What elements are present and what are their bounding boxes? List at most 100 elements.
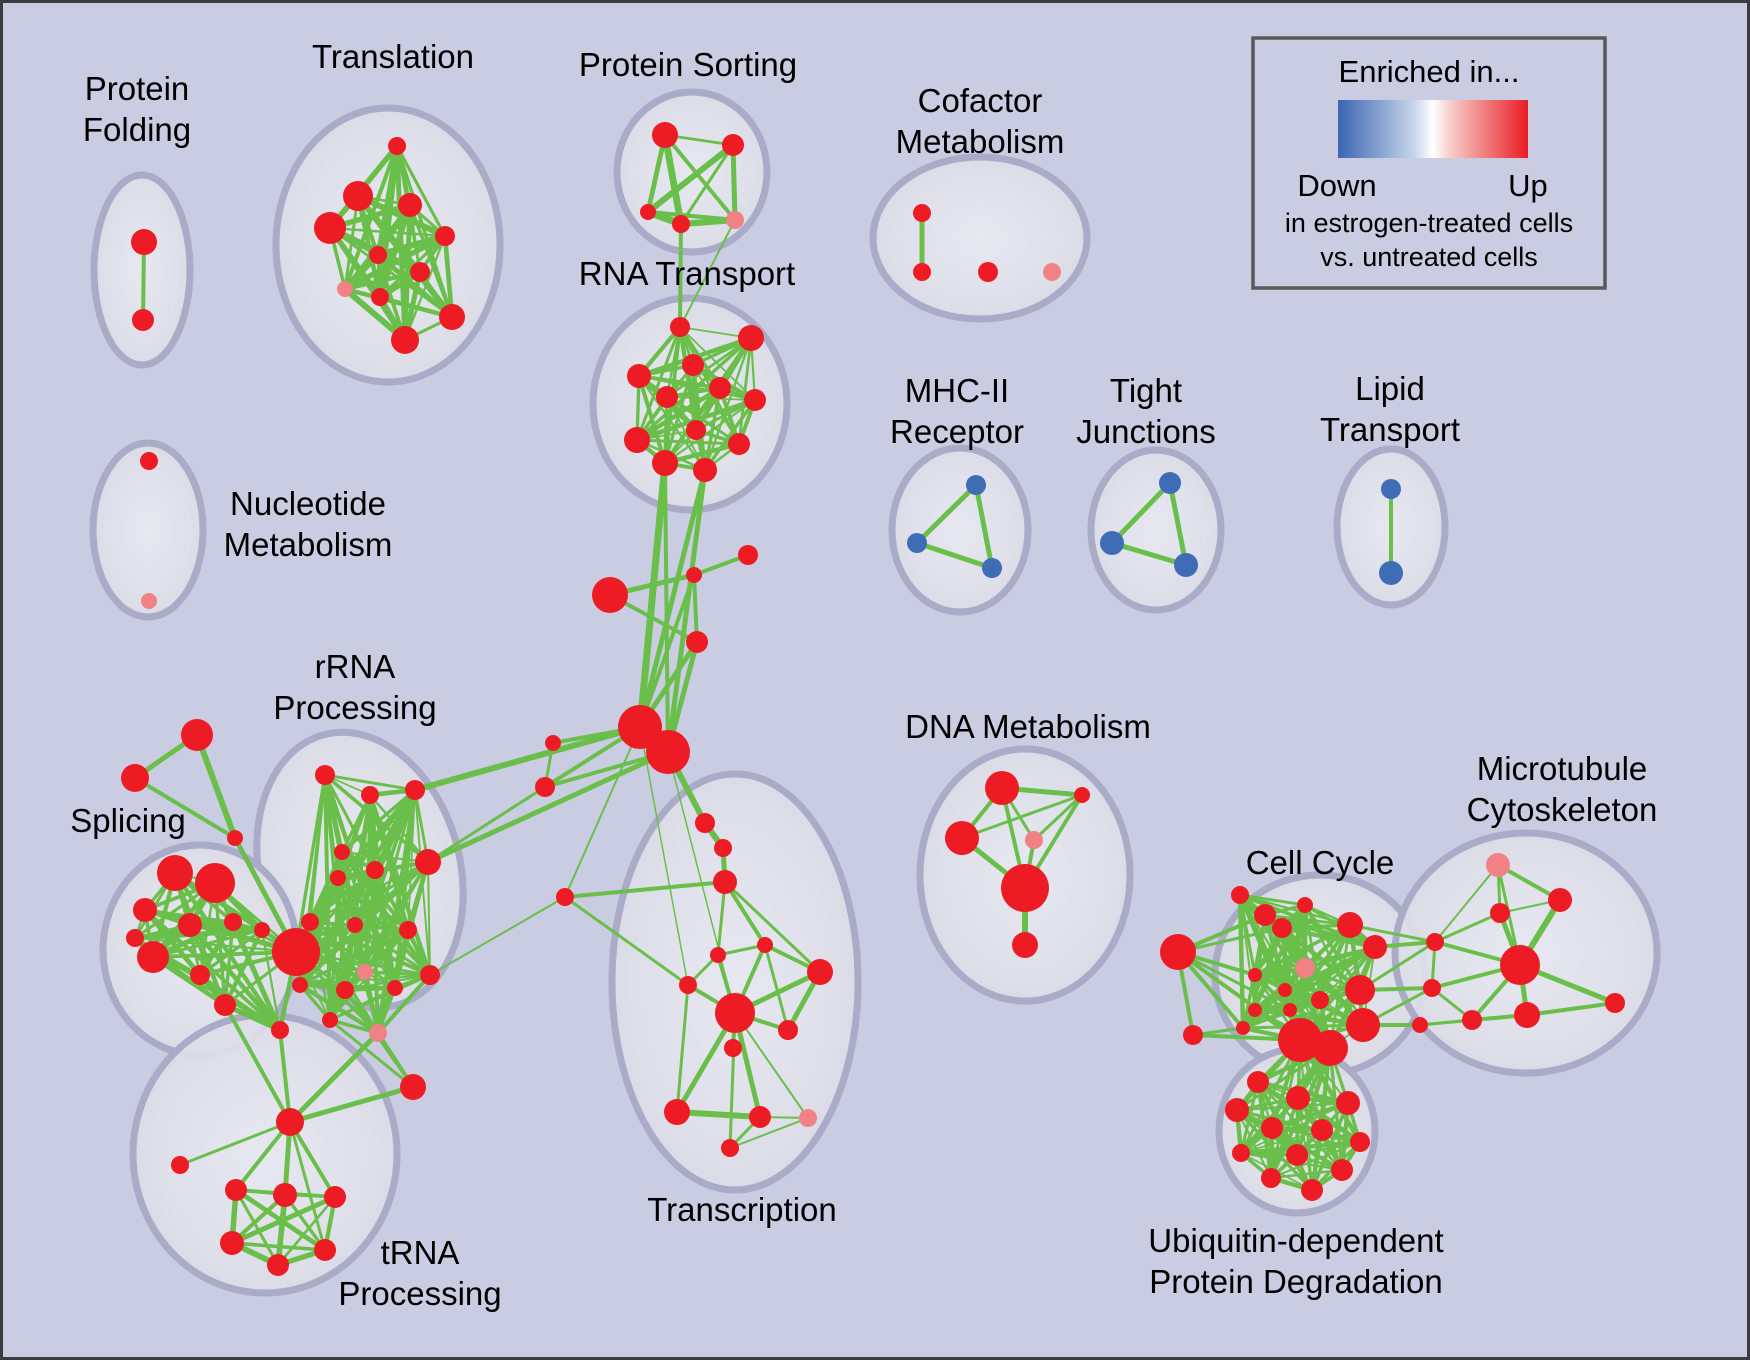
node-tx4-red: [679, 976, 697, 994]
node-rt2-red: [738, 325, 764, 351]
node-ch9-red: [695, 813, 715, 833]
node-cc16-red: [1278, 1018, 1322, 1062]
node-rt7-red: [744, 389, 766, 411]
edge-cell-cycle-mesh: [1237, 894, 1246, 1029]
edge-splicing-mesh: [188, 923, 282, 1032]
node-cc1-red: [1231, 886, 1249, 904]
node-ub6-red: [1311, 1119, 1333, 1141]
cluster-label-dna-metabolism: DNA Metabolism: [905, 708, 1151, 745]
edge-cell-cycle-mesh: [1239, 893, 1306, 907]
edge-trna-mesh: [231, 1241, 326, 1252]
node-tr11-red: [391, 326, 419, 354]
edge-ubiquitin-mesh: [1294, 1047, 1333, 1156]
node-dm2-red: [1074, 787, 1090, 803]
node-rr16-red: [322, 1012, 338, 1028]
edge-rt11-ch5: [636, 462, 669, 728]
node-tn3-red: [225, 1179, 247, 1201]
edge-rrna-mesh: [341, 850, 429, 864]
node-rt5-red: [656, 386, 678, 408]
node-cc15-red: [1346, 1008, 1380, 1042]
cluster-label-protein-sorting: Protein Sorting: [579, 46, 797, 83]
node-sp6-red: [137, 941, 169, 973]
edge-trna-mesh: [230, 1194, 337, 1246]
node-lp2-blue: [1379, 561, 1403, 585]
node-ub2-red: [1286, 1086, 1310, 1110]
cluster-label-trna-processing: tRNA: [381, 1234, 460, 1271]
edge-tn1-tn2: [179, 1120, 291, 1167]
edge-tj1-tj3: [1167, 482, 1189, 566]
node-sp5-red: [126, 929, 144, 947]
node-tx1-red: [713, 870, 737, 894]
edge-rrna-mesh: [340, 788, 417, 854]
node-tr3-red: [398, 193, 422, 217]
edge-tx2-tx7: [763, 944, 790, 1031]
edge-rrna-mesh: [344, 973, 431, 992]
edge-ubiquitin-mesh: [1328, 1047, 1344, 1171]
node-ub10-red: [1331, 1159, 1353, 1181]
edge-ch5-ch11: [564, 726, 641, 898]
cluster-label-splicing: Splicing: [70, 802, 186, 839]
node-ch4-red: [686, 631, 708, 653]
edge-ch5-tx4: [639, 726, 689, 986]
node-sp3-red: [133, 898, 157, 922]
legend-up-label: Up: [1508, 168, 1548, 203]
node-tn5-red: [324, 1186, 346, 1208]
node-pf1-red: [131, 229, 157, 255]
node-ch10-red: [714, 839, 732, 857]
edge-trna-mesh: [276, 1196, 337, 1266]
node-cchub-red: [1160, 934, 1196, 970]
node-cf4-pink: [1043, 263, 1061, 281]
edge-rrna-mesh: [364, 970, 431, 977]
node-mt2-red: [1548, 888, 1572, 912]
node-ch7-red: [545, 735, 561, 751]
edge-tj2-tj3: [1111, 540, 1187, 568]
node-rr1-red: [315, 765, 335, 785]
node-rr7-red: [330, 870, 346, 886]
node-sp7-red: [190, 965, 210, 985]
edge-tn1-sp11: [278, 1029, 292, 1123]
node-tr1-red: [388, 137, 406, 155]
node-tn8-red: [314, 1239, 336, 1261]
node-cf3-red: [978, 262, 998, 282]
node-cn4-red: [1462, 1010, 1482, 1030]
node-ub3-red: [1225, 1098, 1249, 1122]
edge-rrna-mesh: [329, 973, 431, 1022]
node-mh1-blue: [966, 475, 986, 495]
node-sp10-red: [214, 994, 236, 1016]
edge-cell-cycle-mesh: [1254, 1008, 1364, 1027]
cluster-ellipse-mhc-ii-receptor: [888, 444, 1032, 616]
edge-mh2-mh3: [916, 540, 993, 571]
node-tri3-red: [227, 830, 243, 846]
cluster-label-tight-junctions: Junctions: [1076, 413, 1215, 450]
node-sp4-red: [178, 913, 202, 937]
cluster-ellipse-cofactor-metabolism: [869, 153, 1091, 323]
edge-translation-mesh: [344, 269, 421, 292]
cluster-label-rrna-processing: rRNA: [315, 648, 396, 685]
edge-translation-mesh: [395, 145, 447, 237]
legend-subtitle-line2: vs. untreated cells: [1320, 242, 1538, 272]
legend-title: Enriched in...: [1339, 54, 1520, 89]
edge-splicing-mesh: [223, 929, 264, 1006]
cluster-label-lipid-transport: Transport: [1320, 411, 1460, 448]
edge-tn1-tn3: [234, 1120, 292, 1192]
cluster-label-translation: Translation: [312, 38, 474, 75]
edge-tx9-tx10: [676, 1109, 761, 1120]
node-cn1-red: [1426, 933, 1444, 951]
cluster-label-cofactor-metabolism: Cofactor: [918, 82, 1043, 119]
edge-rna-transport-mesh: [679, 326, 756, 401]
node-dm3-red: [945, 821, 979, 855]
node-nm1-red: [140, 452, 158, 470]
node-ch3-red: [592, 577, 628, 613]
cluster-label-microtubule-cytoskeleton: Microtubule: [1477, 750, 1648, 787]
cluster-ellipse-nucleotide-metabolism: [89, 439, 207, 621]
node-dm1-red: [985, 771, 1019, 805]
node-dm5-red: [1001, 864, 1049, 912]
edge-protein-sorting-mesh: [679, 144, 735, 225]
node-tx8-red: [724, 1039, 742, 1057]
edge-rna-transport-mesh: [666, 336, 752, 399]
node-ps2-red: [722, 134, 744, 156]
edge-splicing-mesh: [152, 928, 263, 959]
edge-protein-sorting-mesh: [661, 134, 685, 225]
node-tn1-red: [276, 1108, 304, 1136]
node-mh2-blue: [907, 533, 927, 553]
